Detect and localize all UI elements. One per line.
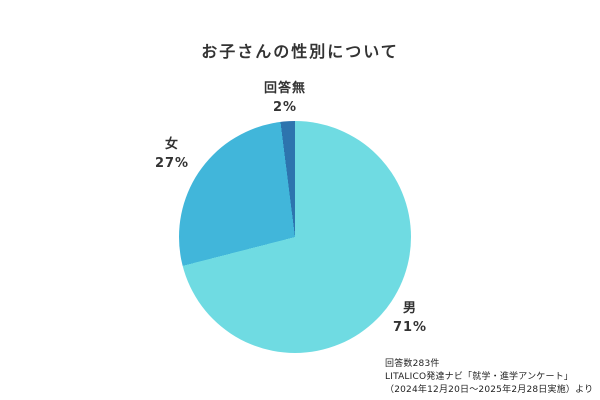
pie-chart [179, 121, 411, 353]
chart-title: お子さんの性別について [201, 42, 399, 61]
slice-label-female-pct: 27% [154, 155, 190, 171]
slice-label-noanswer-name: 回答無 [263, 81, 306, 96]
source-note: 回答数283件 LITALICO発達ナビ「就学・進学アンケート」 （2024年1… [385, 358, 595, 397]
source-note-line2: LITALICO発達ナビ「就学・進学アンケート」 [385, 372, 574, 383]
slice-label-male-name: 男 [402, 301, 417, 316]
source-note-line1: 回答数283件 [385, 359, 440, 369]
slice-label-female: 女 27% [132, 136, 212, 174]
slice-label-female-name: 女 [164, 137, 179, 152]
slice-label-noanswer-pct: 2% [272, 99, 298, 115]
slice-label-male: 男 71% [370, 300, 450, 338]
slice-label-noanswer: 回答無 2% [245, 80, 325, 118]
slice-label-male-pct: 71% [392, 319, 428, 335]
source-note-line3: （2024年12月20日〜2025年2月28日実施）より [385, 385, 594, 396]
